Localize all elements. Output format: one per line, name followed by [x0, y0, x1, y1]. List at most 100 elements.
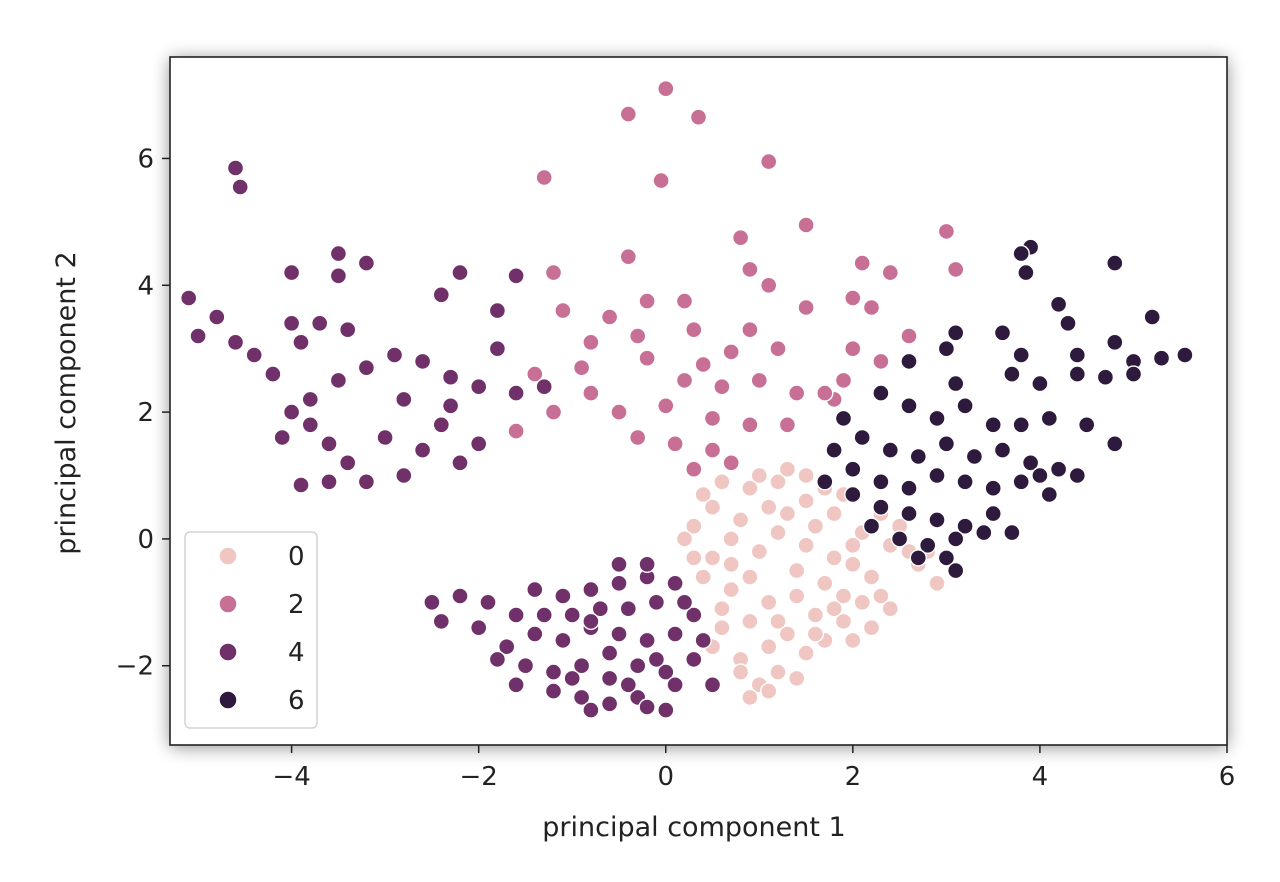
scatter-point-4-7	[264, 365, 282, 383]
legend: 0 2 4 6	[184, 531, 318, 729]
scatter-point-0-21	[769, 523, 787, 542]
scatter-point-4-9	[329, 244, 348, 263]
scatter-point-2-1	[657, 79, 675, 98]
scatter-point-2-0	[619, 105, 637, 123]
scatter-point-2-12	[947, 260, 965, 279]
scatter-point-0-5	[825, 504, 843, 523]
scatter-point-4-50	[582, 580, 600, 599]
scatter-point-6-43	[844, 460, 862, 478]
scatter-point-4-40	[395, 466, 413, 485]
scatter-point-2-54	[900, 327, 918, 345]
scatter-point-4-62	[685, 606, 703, 624]
scatter-point-0-11	[703, 549, 722, 567]
scatter-point-0-0	[694, 485, 712, 504]
x-tick-label: 6	[1219, 762, 1236, 792]
scatter-point-4-3	[208, 308, 226, 326]
scatter-point-2-5	[652, 171, 670, 190]
scatter-point-0-64	[825, 600, 843, 618]
scatter-point-0-3	[769, 473, 787, 491]
scatter-point-4-1	[231, 178, 249, 196]
scatter-point-6-65	[1031, 466, 1049, 485]
scatter-point-6-1	[1012, 244, 1030, 263]
scatter-point-2-33	[675, 371, 694, 390]
scatter-point-2-45	[816, 384, 834, 402]
scatter-point-0-10	[685, 517, 703, 535]
scatter-point-6-21	[1096, 368, 1115, 386]
scatter-point-4-44	[423, 593, 441, 611]
scatter-point-2-14	[741, 260, 759, 279]
scatter-point-4-25	[488, 340, 507, 358]
scatter-point-0-40	[694, 568, 712, 586]
scatter-point-0-57	[731, 663, 750, 681]
scatter-point-4-95	[666, 676, 684, 694]
scatter-point-0-39	[872, 587, 890, 605]
y-tick-label: 0	[137, 525, 154, 555]
scatter-point-4-89	[638, 555, 656, 573]
scatter-point-2-3	[760, 152, 778, 171]
scatter-point-0-42	[741, 568, 759, 586]
scatter-point-0-19	[731, 511, 750, 529]
scatter-point-4-92	[563, 669, 581, 688]
scatter-point-6-47	[956, 473, 974, 491]
scatter-point-2-7	[731, 228, 750, 247]
plot-area	[170, 57, 1227, 745]
scatter-point-6-18	[1003, 365, 1021, 383]
scatter-point-6-42	[825, 441, 843, 459]
scatter-point-0-30	[797, 644, 815, 662]
scatter-point-4-46	[479, 593, 497, 611]
scatter-point-4-30	[339, 454, 357, 472]
scatter-point-4-22	[441, 368, 460, 386]
scatter-point-2-55	[638, 349, 656, 367]
scatter-point-4-35	[432, 416, 450, 434]
scatter-point-2-35	[750, 371, 768, 390]
scatter-point-4-32	[376, 428, 394, 447]
scatter-point-4-5	[226, 333, 245, 351]
legend-label-4: 4	[288, 638, 305, 668]
scatter-point-0-15	[778, 625, 797, 643]
scatter-point-2-23	[685, 321, 703, 339]
scatter-point-2-31	[526, 365, 544, 383]
y-axis-label: principal component 2	[51, 251, 82, 554]
scatter-point-6-20	[1068, 365, 1087, 383]
scatter-point-6-4	[947, 324, 965, 342]
scatter-point-4-28	[301, 416, 319, 434]
scatter-point-0-61	[881, 600, 899, 618]
scatter-point-6-36	[937, 435, 956, 453]
scatter-point-4-24	[488, 301, 507, 320]
scatter-point-2-18	[797, 298, 815, 317]
scatter-point-2-43	[741, 416, 759, 434]
scatter-point-6-22	[1124, 365, 1143, 383]
scatter-point-2-21	[600, 308, 619, 326]
scatter-point-0-22	[788, 561, 806, 580]
scatter-point-4-85	[675, 593, 694, 611]
scatter-point-4-26	[507, 384, 525, 402]
scatter-point-2-32	[572, 359, 591, 377]
scatter-point-6-2	[1017, 263, 1035, 282]
scatter-point-6-67	[862, 517, 881, 535]
scatter-point-4-38	[301, 390, 319, 409]
scatter-point-2-30	[872, 352, 890, 371]
scatter-point-6-66	[816, 473, 834, 491]
scatter-point-6-23	[872, 384, 890, 402]
scatter-point-0-1	[713, 473, 731, 491]
scatter-point-0-34	[760, 498, 778, 516]
scatter-point-0-36	[797, 536, 815, 554]
scatter-point-4-97	[535, 378, 553, 396]
scatter-point-4-21	[413, 352, 432, 371]
x-tick-label: 2	[845, 762, 862, 792]
scatter-point-6-17	[947, 374, 965, 393]
scatter-point-6-7	[1059, 314, 1077, 332]
scatter-point-6-56	[984, 504, 1002, 523]
scatter-point-6-48	[984, 479, 1002, 497]
scatter-point-6-29	[1040, 409, 1059, 428]
scatter-point-4-47	[507, 606, 525, 624]
x-tick-label: 4	[1032, 762, 1049, 792]
x-tick-label: −2	[460, 762, 498, 792]
scatter-point-6-61	[909, 549, 927, 567]
scatter-point-4-63	[516, 657, 535, 675]
scatter-point-6-62	[937, 549, 956, 567]
scatter-point-0-51	[675, 530, 694, 548]
scatter-point-2-28	[769, 340, 787, 358]
scatter-point-2-56	[694, 355, 712, 374]
